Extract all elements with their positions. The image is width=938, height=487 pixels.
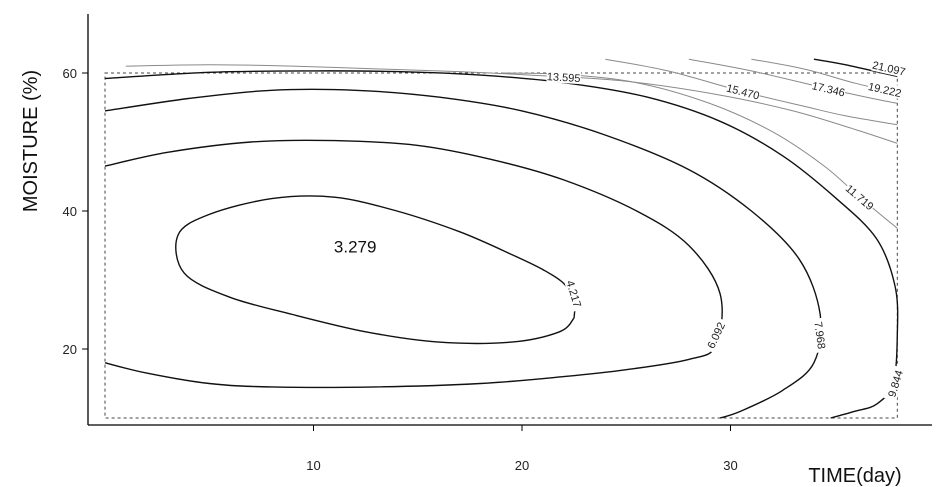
contour-label-background — [866, 78, 903, 100]
contour-label-4-217: 4.217 — [563, 275, 586, 312]
contour-label-text: 7.968 — [811, 321, 827, 350]
contour-label-21-097: 21.097 — [871, 57, 908, 79]
contour-label-9-844: 9.844 — [883, 365, 906, 402]
contour-label-6-092: 6.092 — [702, 316, 729, 354]
minimum-value-label: 3.279 — [334, 237, 377, 256]
contour-label-background — [563, 275, 586, 312]
x-axis-label: TIME(day) — [808, 465, 901, 487]
y-tick-label-20: 20 — [63, 342, 77, 357]
contour-label-background — [811, 317, 830, 353]
contour-line-7-968 — [104, 88, 822, 419]
x-tick-label-20: 20 — [515, 458, 529, 473]
contour-label-background — [871, 57, 908, 78]
contour-label-text: 9.844 — [886, 369, 905, 399]
contour-label-text: 19.222 — [867, 81, 902, 100]
contour-label-text: 21.097 — [871, 60, 906, 79]
y-axis-label: MOISTURE (%) — [20, 70, 42, 212]
tick-group: 10 20 30 20 40 60 — [63, 66, 738, 473]
contour-label-background — [725, 80, 762, 102]
contour-label-background — [546, 69, 582, 85]
y-tick-label-60: 60 — [63, 66, 77, 81]
contour-line-15-470 — [605, 58, 898, 126]
x-tick-label-10: 10 — [306, 458, 320, 473]
contour-label-text: 13.595 — [546, 71, 580, 85]
contour-line-17-346 — [688, 58, 898, 104]
contour-label-background — [702, 316, 729, 354]
contour-line-4-217 — [175, 195, 576, 345]
contour-line-6-092 — [104, 139, 723, 389]
contour-label-text: 4.217 — [563, 279, 582, 309]
data-region-boundary — [104, 72, 898, 419]
contour-label-text: 17.346 — [811, 80, 846, 99]
contour-lines — [104, 58, 899, 419]
contour-label-background — [883, 365, 906, 402]
contour-label-17-346: 17.346 — [810, 78, 847, 99]
axes — [87, 14, 932, 426]
contour-label-background — [810, 78, 847, 99]
x-tick-label-30: 30 — [723, 458, 737, 473]
contour-label-19-222: 19.222 — [866, 78, 903, 100]
contour-label-7-968: 7.968 — [811, 317, 830, 353]
contour-line-13-595 — [125, 64, 898, 144]
contour-line-21-097 — [813, 58, 898, 78]
contour-label-13-595: 13.595 — [546, 69, 582, 85]
contour-line-9-844 — [104, 70, 899, 419]
y-tick-label-40: 40 — [63, 204, 77, 219]
contour-label-background — [842, 180, 878, 213]
